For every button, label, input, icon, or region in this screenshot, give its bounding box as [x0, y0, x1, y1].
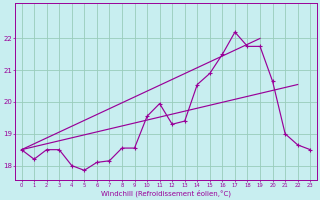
- X-axis label: Windchill (Refroidissement éolien,°C): Windchill (Refroidissement éolien,°C): [101, 189, 231, 197]
